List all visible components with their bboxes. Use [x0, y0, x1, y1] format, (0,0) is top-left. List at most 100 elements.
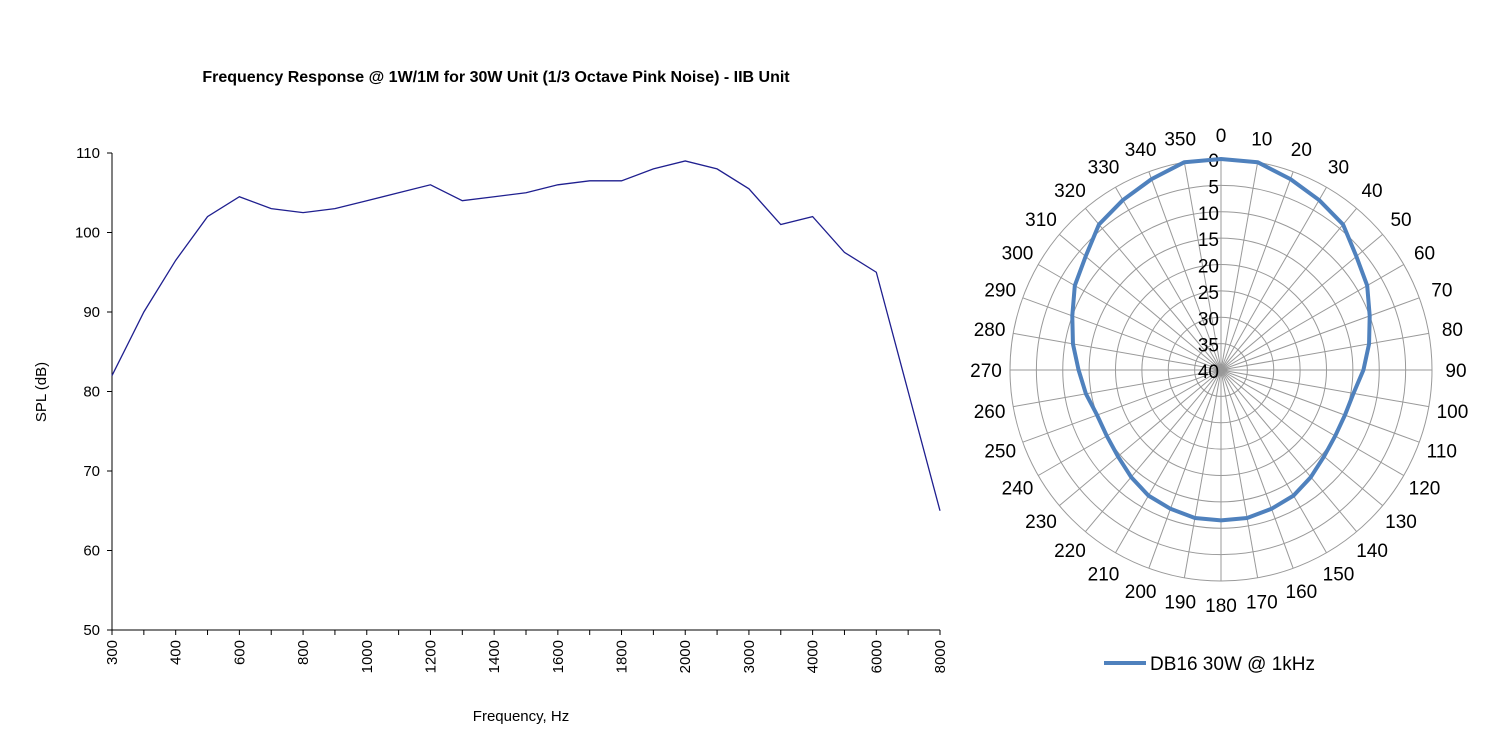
angle-label: 310	[1025, 210, 1057, 231]
data-line	[111, 160, 941, 511]
angle-label: 150	[1323, 565, 1355, 586]
y-tick-label: 70	[83, 463, 100, 480]
polar-spoke	[1084, 369, 1222, 532]
x-tick-label: 600	[231, 640, 248, 665]
y-axis-label: SPL (dB)	[33, 362, 50, 422]
radial-tick-label: 35	[1198, 336, 1219, 357]
x-tick-label: 800	[295, 640, 312, 665]
angle-label: 340	[1125, 140, 1157, 161]
polar-spoke	[1059, 369, 1222, 507]
polar-spoke	[1220, 369, 1429, 408]
angle-label: 350	[1164, 130, 1196, 151]
angle-label: 200	[1125, 582, 1157, 603]
radial-tick-label: 20	[1198, 257, 1219, 278]
polar-spoke	[1220, 332, 1429, 371]
angle-label: 100	[1437, 402, 1469, 423]
y-tick-label: 50	[83, 622, 100, 639]
polar-spoke	[1220, 369, 1327, 553]
polar-spoke	[1220, 297, 1420, 371]
angle-label: 320	[1054, 181, 1086, 202]
polar-spoke	[1183, 162, 1222, 371]
angle-label: 70	[1431, 281, 1452, 302]
angle-label: 80	[1442, 320, 1463, 341]
angle-label: 20	[1291, 140, 1312, 161]
polar-spoke	[1220, 369, 1294, 569]
angle-label: 110	[1427, 441, 1457, 462]
angle-label: 40	[1361, 181, 1382, 202]
angle-label: 130	[1385, 512, 1417, 533]
polar-series-line	[1070, 157, 1372, 523]
angle-label: 210	[1088, 565, 1120, 586]
y-tick-label: 80	[83, 384, 100, 401]
polar-spoke	[1013, 369, 1222, 408]
y-tick-label: 90	[83, 304, 100, 321]
polar-spoke	[1022, 297, 1222, 371]
angle-label: 50	[1390, 210, 1411, 231]
polar-spoke	[1220, 369, 1420, 443]
x-tick-label: 4000	[805, 640, 822, 673]
angle-label: 10	[1251, 130, 1272, 151]
polar-spoke	[1038, 369, 1222, 476]
angle-label: 250	[984, 441, 1016, 462]
polar-spoke	[1022, 369, 1222, 443]
frequency-response-chart: 50 60 70 80 90 100 110 300 400 600 800 1000 1200 1400…	[75, 145, 949, 673]
radial-tick-label: 25	[1198, 283, 1219, 304]
x-tick-label: 400	[168, 640, 185, 665]
radial-tick-label: 30	[1198, 309, 1219, 330]
polar-spoke	[1148, 369, 1222, 569]
angle-label: 330	[1088, 157, 1120, 178]
polar-spoke	[1220, 369, 1383, 507]
polar-spoke	[1220, 264, 1404, 371]
angle-label: 270	[970, 361, 1002, 382]
y-tick-label: 100	[75, 225, 100, 242]
angle-label: 140	[1356, 541, 1388, 562]
angle-label: 90	[1445, 361, 1466, 382]
angle-label: 180	[1205, 596, 1237, 617]
angle-label: 260	[974, 402, 1006, 423]
angle-label: 0	[1216, 126, 1227, 147]
angle-label: 170	[1246, 592, 1278, 613]
y-tick-label: 60	[83, 543, 100, 560]
x-tick-label: 1200	[422, 640, 439, 673]
angle-label: 190	[1164, 592, 1196, 613]
polar-spoke	[1183, 369, 1222, 578]
legend-label: DB16 30W @ 1kHz	[1150, 654, 1315, 675]
radial-tick-label: 10	[1198, 204, 1219, 225]
polar-spoke	[1115, 187, 1222, 371]
angle-label: 240	[1002, 479, 1034, 500]
polar-spoke	[1220, 369, 1259, 578]
angle-label: 120	[1409, 479, 1441, 500]
angle-label: 60	[1414, 244, 1435, 265]
angle-label: 300	[1002, 244, 1034, 265]
polar-spoke	[1148, 171, 1222, 371]
x-tick-label: 1400	[486, 640, 503, 673]
x-tick-label: 1800	[614, 640, 631, 673]
x-tick-label: 1600	[550, 640, 567, 673]
angle-label: 160	[1286, 582, 1318, 603]
chart-title: Frequency Response @ 1W/1M for 30W Unit …	[202, 69, 790, 86]
x-axis-label: Frequency, Hz	[473, 708, 569, 725]
radial-tick-label: 40	[1198, 362, 1219, 383]
polar-spoke	[1013, 332, 1222, 371]
polar-spoke	[1084, 208, 1222, 371]
polar-spoke	[1038, 264, 1222, 371]
polar-spoke	[1220, 369, 1404, 476]
angle-label: 220	[1054, 541, 1086, 562]
x-tick-label: 2000	[677, 640, 694, 673]
angle-label: 230	[1025, 512, 1057, 533]
x-tick-label: 6000	[868, 640, 885, 673]
polar-spoke	[1220, 369, 1358, 532]
radial-tick-label: 15	[1198, 230, 1219, 251]
polar-spoke	[1115, 369, 1222, 553]
polar-spoke	[1220, 162, 1259, 371]
y-tick-label: 110	[76, 145, 100, 162]
polar-spoke	[1220, 208, 1358, 371]
polar-spoke	[1220, 187, 1327, 371]
x-tick-label: 8000	[932, 640, 949, 673]
radial-tick-label: 5	[1208, 177, 1219, 198]
x-tick-label: 1000	[359, 640, 376, 673]
x-tick-label: 300	[104, 640, 121, 665]
angle-label: 280	[974, 320, 1006, 341]
